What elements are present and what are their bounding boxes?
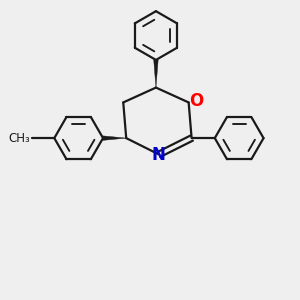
Polygon shape — [154, 60, 158, 88]
Text: O: O — [189, 92, 203, 110]
Polygon shape — [103, 136, 126, 140]
Text: N: N — [152, 146, 166, 164]
Text: CH₃: CH₃ — [9, 132, 31, 145]
